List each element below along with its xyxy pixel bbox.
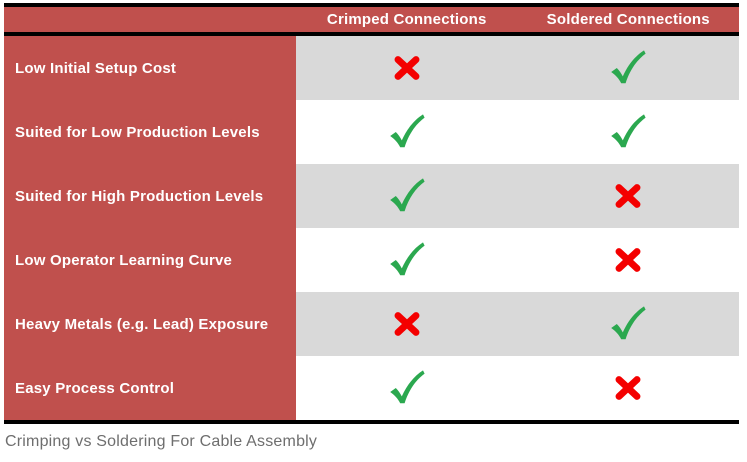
row-label: Suited for Low Production Levels	[4, 100, 296, 164]
table-row: Easy Process Control	[4, 356, 739, 420]
check-icon	[387, 109, 427, 155]
comparison-table: Crimped Connections Soldered Connections…	[4, 3, 739, 424]
table-row: Low Initial Setup Cost	[4, 36, 739, 100]
cross-icon	[613, 245, 643, 275]
table-header-row: Crimped Connections Soldered Connections	[4, 7, 739, 32]
table-top-border	[4, 3, 739, 7]
check-icon	[387, 237, 427, 283]
check-icon	[608, 109, 648, 155]
row-label: Easy Process Control	[4, 356, 296, 420]
check-icon	[608, 45, 648, 91]
cross-icon	[392, 309, 422, 339]
crimped-cell	[296, 100, 518, 164]
soldered-cell	[517, 100, 739, 164]
column-header-soldered: Soldered Connections	[546, 11, 710, 28]
row-label: Suited for High Production Levels	[4, 164, 296, 228]
cross-icon	[613, 181, 643, 211]
table-body: Low Initial Setup Cost Suited for Low Pr…	[4, 36, 739, 420]
soldered-cell	[517, 292, 739, 356]
crimped-cell	[296, 356, 518, 420]
soldered-cell	[517, 164, 739, 228]
table-row: Heavy Metals (e.g. Lead) Exposure	[4, 292, 739, 356]
check-icon	[387, 365, 427, 411]
row-label: Low Initial Setup Cost	[4, 36, 296, 100]
cross-icon	[613, 373, 643, 403]
table-caption: Crimping vs Soldering For Cable Assembly	[5, 433, 318, 450]
row-label: Low Operator Learning Curve	[4, 228, 296, 292]
crimped-cell	[296, 36, 518, 100]
header-divider	[4, 32, 739, 36]
cross-icon	[392, 53, 422, 83]
table-bottom-border	[4, 420, 739, 424]
check-icon	[387, 173, 427, 219]
table-row: Suited for Low Production Levels	[4, 100, 739, 164]
table-row: Low Operator Learning Curve	[4, 228, 739, 292]
crimped-cell	[296, 292, 518, 356]
column-header-crimped: Crimped Connections	[326, 11, 487, 28]
crimped-cell	[296, 164, 518, 228]
crimped-cell	[296, 228, 518, 292]
soldered-cell	[517, 356, 739, 420]
soldered-cell	[517, 228, 739, 292]
soldered-cell	[517, 36, 739, 100]
check-icon	[608, 301, 648, 347]
table-row: Suited for High Production Levels	[4, 164, 739, 228]
row-label: Heavy Metals (e.g. Lead) Exposure	[4, 292, 296, 356]
